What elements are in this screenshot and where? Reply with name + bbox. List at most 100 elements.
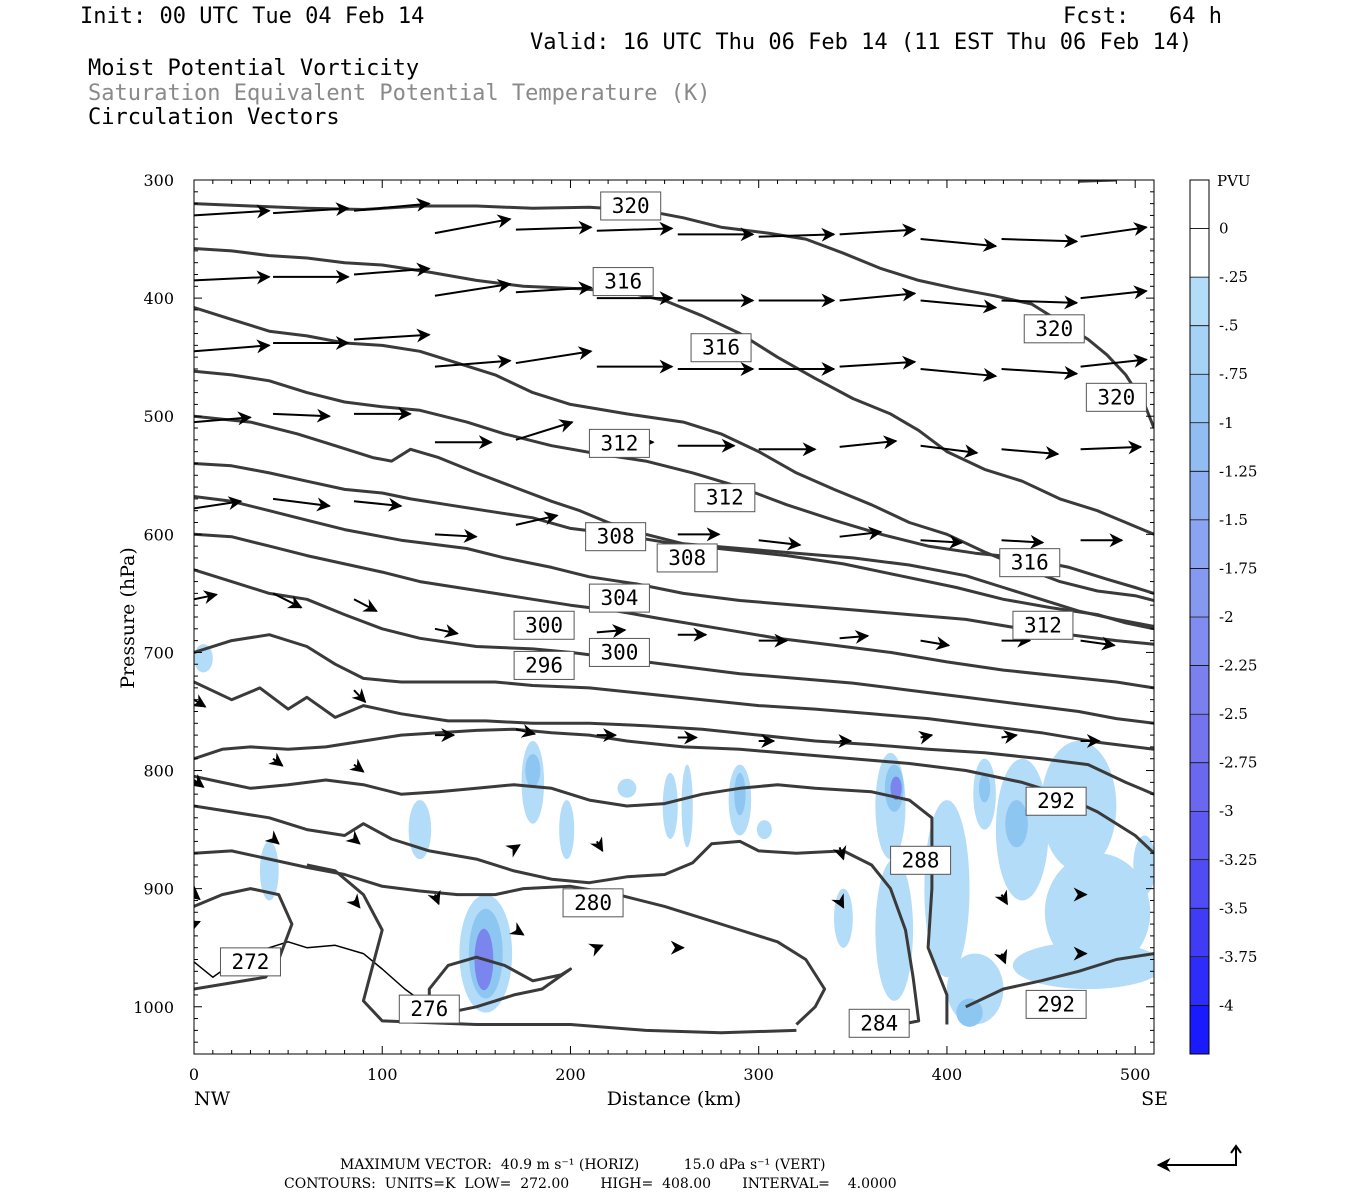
x-tick-label: 0 xyxy=(189,1065,199,1084)
vector-arrow xyxy=(832,844,847,861)
vector-arrow xyxy=(839,223,917,238)
x-tick-label: 400 xyxy=(932,1065,963,1084)
vector-arrow xyxy=(353,328,431,343)
vector-arrow xyxy=(920,444,979,459)
vector-arrow xyxy=(349,758,365,773)
vector-arrow xyxy=(434,624,459,638)
vector-arrow xyxy=(194,204,271,219)
colorbar-swatch xyxy=(1189,471,1210,521)
vector-arrow xyxy=(831,893,845,909)
contour-label-box xyxy=(1025,786,1087,816)
reference-vector-icon xyxy=(1156,1144,1242,1172)
colorbar-label: -1 xyxy=(1219,414,1234,432)
pv-patch xyxy=(681,764,693,848)
vector-arrow xyxy=(1001,365,1079,380)
vector-arrow xyxy=(1080,440,1143,455)
colorbar-label: -3 xyxy=(1219,802,1234,820)
colorbar-label: -2.25 xyxy=(1219,657,1257,675)
colorbar-swatch xyxy=(1189,859,1210,909)
vector-arrow xyxy=(515,220,593,235)
vector-arrow xyxy=(839,287,917,302)
contour-label-box xyxy=(588,428,650,458)
y-axis-title: Pressure (hPa) xyxy=(117,547,139,689)
colorbar-label: -3.5 xyxy=(1219,899,1248,917)
valid-time-label: Valid: 16 UTC Thu 06 Feb 14 (11 EST Thu … xyxy=(530,30,1193,55)
contour-288 xyxy=(194,774,949,1025)
colorbar-swatch xyxy=(1189,519,1210,569)
vector-arrow xyxy=(839,355,917,370)
pv-patch xyxy=(525,754,541,788)
vector-arrow xyxy=(194,339,271,354)
contour-label: 272 xyxy=(232,950,270,974)
contour-label-box xyxy=(398,994,460,1024)
pv-patch xyxy=(890,776,902,801)
contour-label: 308 xyxy=(668,546,706,570)
colorbar-label: -1.25 xyxy=(1219,462,1257,480)
contour-label: 292 xyxy=(1037,992,1075,1016)
y-tick-label: 500 xyxy=(143,407,174,426)
vector-arrow xyxy=(194,694,207,708)
contour-label-box xyxy=(890,845,952,875)
contour-label-box xyxy=(848,1008,910,1038)
colorbar-swatch xyxy=(1189,956,1210,1006)
x-tick-label: 100 xyxy=(367,1065,398,1084)
colorbar-label: -2 xyxy=(1219,608,1234,626)
contour-label-box xyxy=(513,650,575,680)
colorbar-swatch xyxy=(1189,568,1210,618)
x-right-end-label: SE xyxy=(1141,1088,1168,1110)
contour-284 xyxy=(194,804,921,1032)
contour-label-box xyxy=(1012,610,1074,640)
colorbar-label: -4 xyxy=(1219,996,1234,1014)
contour-label: 300 xyxy=(600,640,638,664)
vector-arrow xyxy=(353,598,378,612)
contour-label-box xyxy=(1023,314,1085,344)
colorbar-label: -2.75 xyxy=(1219,754,1257,772)
contour-label: 300 xyxy=(525,613,563,637)
x-axis-ticks: 0 100 200 300 400 500 xyxy=(189,180,1151,1084)
vector-arrow xyxy=(588,943,604,957)
vector-arrow xyxy=(272,592,303,609)
vector-arrow xyxy=(345,830,361,845)
contour-320 xyxy=(194,414,1154,628)
vector-arrow xyxy=(918,730,934,745)
pv-colorbar: 0 -.25 -.5 -.75 -1 -1.25 -1.5 -1.75 -2 -2.25 -2.5 -… xyxy=(1189,179,1257,1055)
vector-arrow xyxy=(1001,295,1079,310)
vector-arrow xyxy=(994,889,1009,906)
colorbar-swatch xyxy=(1189,276,1210,326)
contour-280 xyxy=(427,955,572,1021)
colorbar-swatch xyxy=(1189,1005,1210,1055)
colorbar-label: -2.5 xyxy=(1219,705,1248,723)
colorbar-label: -3.75 xyxy=(1219,948,1257,966)
vector-arrow xyxy=(1080,222,1148,238)
contour-312 xyxy=(194,495,1154,646)
pv-patch xyxy=(875,859,914,1001)
colorbar-swatch xyxy=(1189,179,1210,229)
contour-label: 316 xyxy=(1011,551,1049,575)
vector-arrow xyxy=(515,281,593,296)
contour-label-box xyxy=(588,637,650,667)
contour-labels: 320 316 320 316 320 312 312 308 308 316 304 312 300 3… xyxy=(219,191,1147,1038)
y-tick-label: 400 xyxy=(143,289,174,308)
contour-info: CONTOURS: UNITS=K LOW= 272.00 HIGH= 408.… xyxy=(284,1176,897,1192)
vector-arrow xyxy=(1080,636,1116,651)
contour-label-box xyxy=(585,522,647,552)
contour-292 xyxy=(965,952,1154,1009)
vector-arrow xyxy=(994,948,1008,965)
field-title-vectors: Circulation Vectors xyxy=(88,105,340,130)
colorbar-title: PVU xyxy=(1217,172,1251,190)
vector-arrow xyxy=(509,922,525,936)
y-tick-label: 300 xyxy=(143,171,174,190)
colorbar-swatch xyxy=(1189,228,1210,278)
contour-332 xyxy=(194,247,1154,536)
vector-arrow xyxy=(1001,534,1045,549)
field-title-theta: Saturation Equivalent Potential Temperat… xyxy=(88,81,711,106)
max-vector-info: MAXIMUM VECTOR: 40.9 m s⁻¹ (HORIZ) 15.0 … xyxy=(340,1157,826,1173)
vector-arrow xyxy=(434,214,512,235)
y-tick-label: 1000 xyxy=(133,998,174,1017)
pv-patch xyxy=(408,800,432,860)
x-tick-label: 500 xyxy=(1120,1065,1151,1084)
vector-arrow xyxy=(515,511,559,526)
colorbar-swatch xyxy=(1189,665,1210,715)
vector-arrow xyxy=(194,270,271,285)
